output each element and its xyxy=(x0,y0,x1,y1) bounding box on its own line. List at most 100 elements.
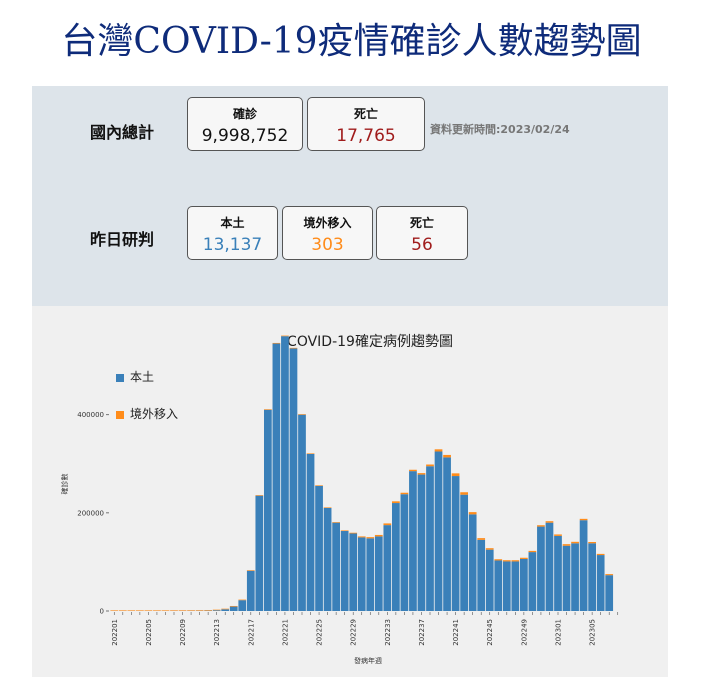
bar-local-202232[interactable] xyxy=(374,536,383,611)
bar-local-202216[interactable] xyxy=(238,600,247,611)
bar-imported-202232[interactable] xyxy=(374,534,383,537)
bar-imported-202223[interactable] xyxy=(298,414,306,415)
bar-imported-202213[interactable] xyxy=(212,609,221,611)
bar-imported-202206[interactable] xyxy=(153,610,161,611)
bar-imported-202239[interactable] xyxy=(434,449,443,452)
legend-imported[interactable]: 境外移入 xyxy=(116,405,178,422)
bar-imported-202303[interactable] xyxy=(571,541,579,544)
bar-local-202307[interactable] xyxy=(605,575,614,611)
bar-local-202213[interactable] xyxy=(212,610,221,611)
bar-local-202247[interactable] xyxy=(502,561,511,611)
bar-imported-202219[interactable] xyxy=(264,409,272,410)
bar-imported-202240[interactable] xyxy=(443,454,451,458)
bar-imported-202218[interactable] xyxy=(255,495,264,496)
bar-imported-202235[interactable] xyxy=(400,492,409,495)
bar-local-202302[interactable] xyxy=(562,545,571,611)
bar-imported-202252[interactable] xyxy=(545,521,554,523)
bar-imported-202249[interactable] xyxy=(520,557,528,559)
bar-local-202226[interactable] xyxy=(323,507,332,611)
bar-local-202219[interactable] xyxy=(264,409,272,611)
bar-imported-202242[interactable] xyxy=(460,492,468,495)
bar-imported-202304[interactable] xyxy=(579,518,588,521)
bar-imported-202204[interactable] xyxy=(136,610,144,611)
bar-local-202251[interactable] xyxy=(537,526,545,611)
bar-imported-202229[interactable] xyxy=(349,532,358,534)
bar-imported-202236[interactable] xyxy=(409,469,417,472)
bar-local-202231[interactable] xyxy=(366,538,375,611)
bar-imported-202205[interactable] xyxy=(144,610,153,611)
bar-local-202217[interactable] xyxy=(246,570,255,611)
bar-imported-202215[interactable] xyxy=(229,605,238,607)
bar-imported-202233[interactable] xyxy=(383,523,392,526)
bar-imported-202244[interactable] xyxy=(477,538,486,540)
bar-imported-202305[interactable] xyxy=(588,542,596,544)
bar-imported-202306[interactable] xyxy=(596,553,605,556)
bar-imported-202214[interactable] xyxy=(221,608,230,610)
bar-local-202303[interactable] xyxy=(571,543,579,611)
bar-imported-202241[interactable] xyxy=(451,473,460,477)
bar-imported-202247[interactable] xyxy=(502,560,511,562)
bar-imported-202211[interactable] xyxy=(195,610,204,611)
bar-imported-202207[interactable] xyxy=(161,610,170,611)
bar-imported-202202[interactable] xyxy=(118,610,127,611)
bar-imported-202248[interactable] xyxy=(511,560,520,562)
bar-local-202234[interactable] xyxy=(392,503,400,611)
bar-imported-202251[interactable] xyxy=(537,525,545,527)
bar-imported-202245[interactable] xyxy=(485,548,494,550)
bar-imported-202210[interactable] xyxy=(187,610,195,611)
bar-imported-202220[interactable] xyxy=(272,342,281,344)
bar-local-202301[interactable] xyxy=(554,535,562,611)
bar-imported-202222[interactable] xyxy=(289,347,298,349)
bar-local-202305[interactable] xyxy=(588,543,596,611)
bar-local-202243[interactable] xyxy=(468,514,477,611)
bar-local-202252[interactable] xyxy=(545,522,554,611)
bar-local-202239[interactable] xyxy=(434,451,443,611)
bar-local-202244[interactable] xyxy=(477,539,486,611)
bar-imported-202237[interactable] xyxy=(417,473,426,475)
bar-local-202228[interactable] xyxy=(340,531,349,611)
bar-imported-202250[interactable] xyxy=(528,550,537,553)
bar-local-202240[interactable] xyxy=(443,457,451,611)
bar-local-202241[interactable] xyxy=(451,476,460,611)
bar-imported-202234[interactable] xyxy=(392,501,400,504)
bar-local-202250[interactable] xyxy=(528,552,537,611)
bar-local-202246[interactable] xyxy=(494,560,503,611)
bar-local-202236[interactable] xyxy=(409,471,417,611)
bar-local-202215[interactable] xyxy=(229,606,238,611)
bar-local-202222[interactable] xyxy=(289,348,298,611)
bar-imported-202216[interactable] xyxy=(238,599,247,601)
bar-imported-202201[interactable] xyxy=(110,610,119,611)
bar-imported-202224[interactable] xyxy=(306,453,315,454)
bar-local-202233[interactable] xyxy=(383,525,392,611)
bar-local-202221[interactable] xyxy=(281,336,289,611)
bar-imported-202231[interactable] xyxy=(366,537,375,539)
bar-imported-202301[interactable] xyxy=(554,534,562,536)
bar-imported-202203[interactable] xyxy=(127,610,136,611)
bar-local-202223[interactable] xyxy=(298,414,306,611)
legend-local[interactable]: 本土 xyxy=(116,368,154,385)
bar-imported-202221[interactable] xyxy=(281,335,289,337)
bar-local-202248[interactable] xyxy=(511,561,520,611)
bar-local-202249[interactable] xyxy=(520,558,528,611)
bar-local-202306[interactable] xyxy=(596,555,605,611)
bar-local-202237[interactable] xyxy=(417,474,426,611)
bar-imported-202217[interactable] xyxy=(246,570,255,571)
bar-imported-202243[interactable] xyxy=(468,512,477,515)
bar-local-202238[interactable] xyxy=(426,466,434,611)
bar-imported-202225[interactable] xyxy=(315,485,323,486)
bar-local-202214[interactable] xyxy=(221,609,230,611)
bar-imported-202226[interactable] xyxy=(323,507,332,508)
bar-imported-202302[interactable] xyxy=(562,544,571,546)
bar-local-202220[interactable] xyxy=(272,343,281,611)
bar-local-202225[interactable] xyxy=(315,485,323,611)
bar-local-202218[interactable] xyxy=(255,495,264,611)
bar-local-202235[interactable] xyxy=(400,494,409,611)
bar-local-202224[interactable] xyxy=(306,453,315,611)
bar-imported-202228[interactable] xyxy=(340,530,349,532)
bar-imported-202209[interactable] xyxy=(178,610,187,611)
bar-local-202230[interactable] xyxy=(357,537,366,611)
bar-local-202242[interactable] xyxy=(460,494,468,611)
bar-local-202304[interactable] xyxy=(579,520,588,611)
bar-imported-202246[interactable] xyxy=(494,559,503,561)
bar-imported-202227[interactable] xyxy=(332,522,340,523)
